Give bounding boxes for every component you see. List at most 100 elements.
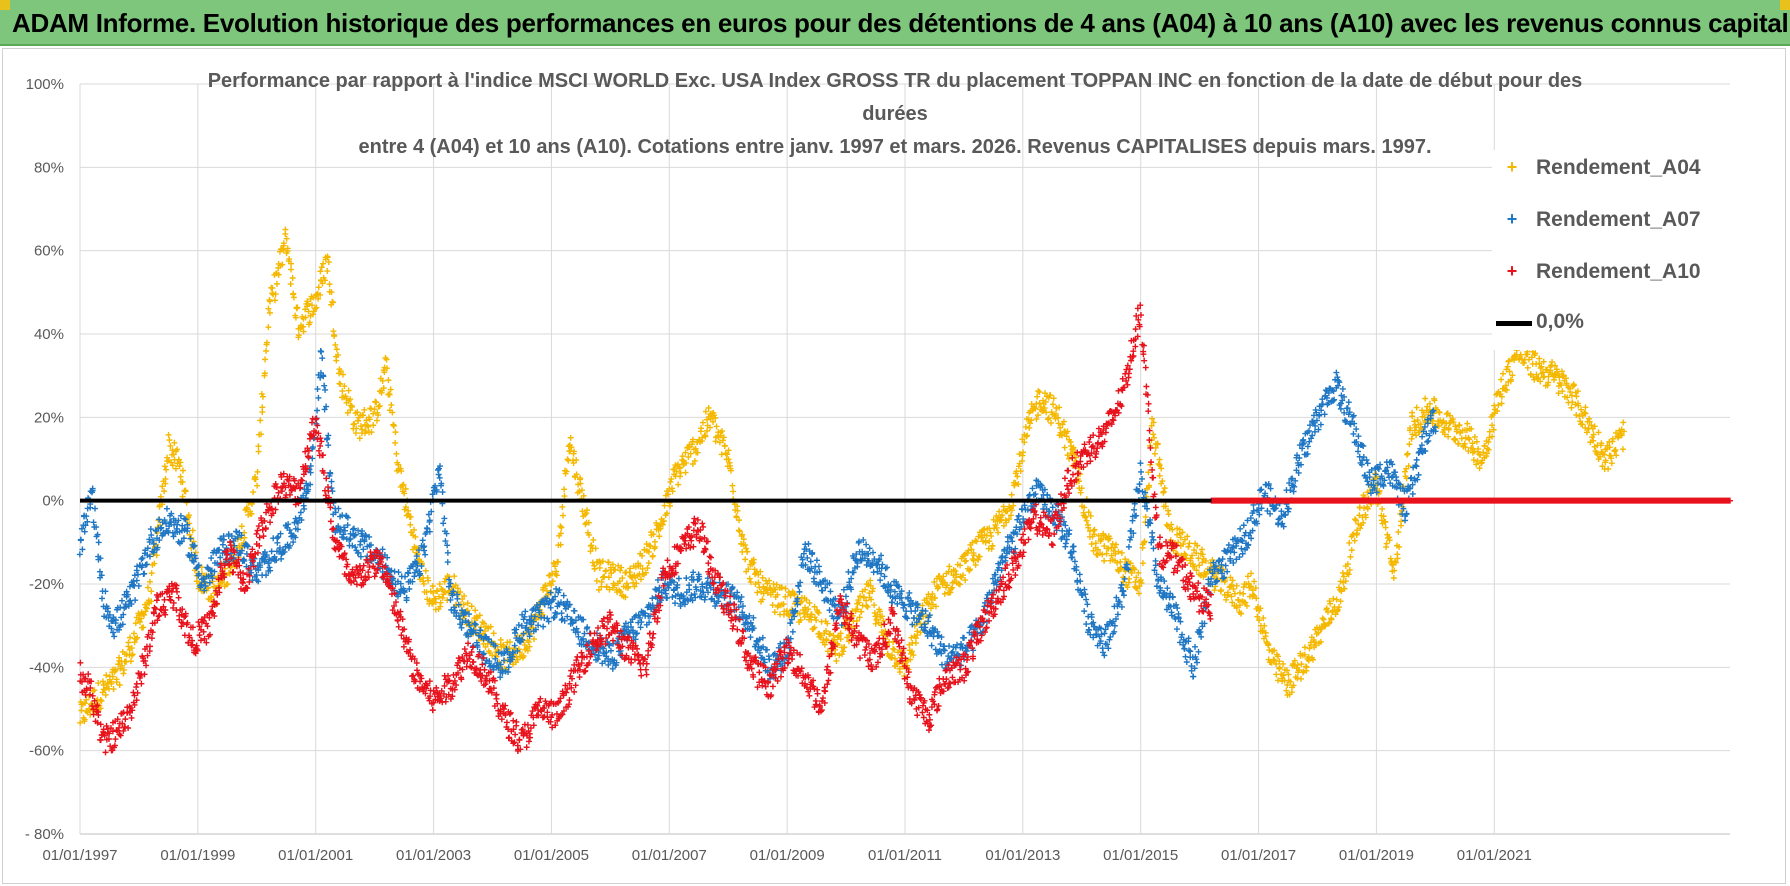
data-point [1156, 456, 1163, 463]
data-point [411, 573, 418, 580]
data-point [255, 443, 262, 450]
data-point [341, 383, 348, 390]
data-point [166, 437, 173, 444]
data-point [434, 587, 441, 594]
data-point [1077, 578, 1084, 585]
data-point [490, 630, 497, 637]
data-point [941, 590, 948, 597]
data-point [656, 533, 663, 540]
data-point [1137, 460, 1144, 467]
data-point [560, 592, 567, 599]
data-point [966, 567, 973, 574]
data-point [120, 666, 127, 673]
data-point [422, 567, 429, 574]
data-point [357, 423, 364, 430]
data-point [782, 593, 789, 600]
data-point [392, 439, 399, 446]
y-tick-label: 40% [34, 326, 64, 343]
data-point [638, 552, 645, 559]
data-point [803, 596, 810, 603]
data-point [97, 697, 104, 704]
data-point [542, 582, 549, 589]
data-point [697, 428, 704, 435]
data-point [1050, 395, 1057, 402]
data-point [976, 553, 983, 560]
data-point [1425, 437, 1432, 444]
data-point [557, 541, 564, 548]
data-point [746, 575, 753, 582]
data-point [588, 542, 595, 549]
data-point [659, 521, 666, 528]
data-point [138, 615, 145, 622]
data-point [360, 412, 367, 419]
data-point [619, 575, 626, 582]
data-point [868, 596, 875, 603]
data-point [288, 266, 295, 273]
x-tick-label: 01/01/2003 [396, 847, 471, 864]
data-point [888, 652, 895, 659]
data-point [1161, 485, 1168, 492]
data-point [420, 580, 427, 587]
data-point [929, 590, 936, 597]
data-point [1084, 601, 1091, 608]
data-point [129, 651, 136, 658]
data-point [705, 404, 712, 411]
data-point [1403, 451, 1410, 458]
data-point [999, 512, 1006, 519]
data-point [320, 260, 327, 267]
data-point [143, 561, 150, 568]
data-point [97, 705, 104, 712]
data-point [294, 304, 301, 311]
data-point [352, 430, 359, 437]
data-point [622, 594, 629, 601]
data-point [1333, 369, 1340, 376]
data-point [668, 476, 675, 483]
data-point [451, 573, 458, 580]
data-point [318, 348, 325, 355]
data-point [257, 417, 264, 424]
data-point [172, 465, 179, 472]
data-point [548, 582, 555, 589]
data-point [1408, 435, 1415, 442]
data-point [1571, 382, 1578, 389]
data-point [315, 447, 322, 454]
data-point [938, 661, 945, 668]
data-point [393, 450, 400, 457]
data-point [560, 512, 567, 519]
data-point [305, 300, 312, 307]
data-point [452, 582, 459, 589]
data-point [544, 587, 551, 594]
data-point [864, 603, 871, 610]
data-point [1133, 512, 1140, 519]
data-point [857, 593, 864, 600]
data-point [772, 586, 779, 593]
data-point [682, 449, 689, 456]
data-point [1008, 507, 1015, 514]
data-point [769, 602, 776, 609]
data-point [1125, 543, 1132, 550]
data-point [725, 456, 732, 463]
data-point [968, 546, 975, 553]
data-point [171, 439, 178, 446]
data-point [988, 533, 995, 540]
data-point [317, 442, 324, 449]
data-point [333, 346, 340, 353]
data-point [661, 518, 668, 525]
data-point [745, 566, 752, 573]
data-point [1351, 537, 1358, 544]
data-point [623, 580, 630, 587]
data-point [980, 526, 987, 533]
data-point [827, 630, 834, 637]
x-tick-label: 01/01/2005 [514, 847, 589, 864]
data-point [361, 406, 368, 413]
data-point [482, 643, 489, 650]
data-point [802, 604, 809, 611]
data-point [401, 490, 408, 497]
data-point [116, 682, 123, 689]
data-point [1049, 401, 1056, 408]
data-point [412, 533, 419, 540]
data-point [586, 531, 593, 538]
data-point [326, 281, 333, 288]
data-point [1062, 540, 1069, 547]
data-point [836, 652, 843, 659]
